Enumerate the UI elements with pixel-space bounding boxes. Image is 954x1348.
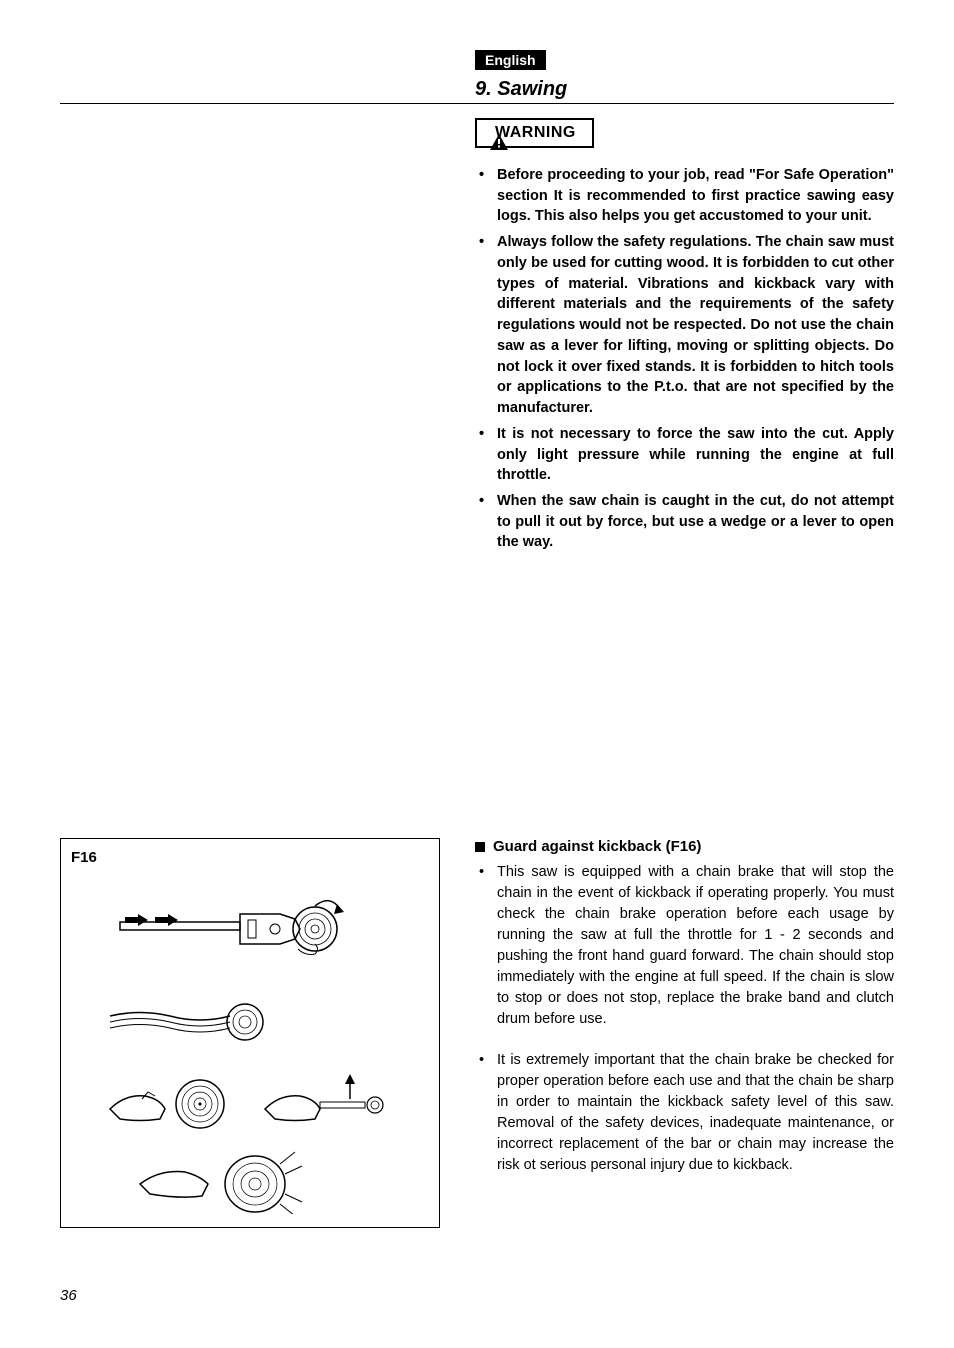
figure-box: F16 — [60, 838, 440, 1228]
warning-bullet: When the saw chain is caught in the cut,… — [475, 491, 894, 553]
body-content: This saw is equipped with a chain brake … — [475, 862, 894, 1196]
square-bullet-icon — [475, 842, 485, 852]
kickback-diagram-icon — [90, 874, 410, 1214]
body-bullet: This saw is equipped with a chain brake … — [475, 862, 894, 1030]
subsection-title: Guard against kickback (F16) — [493, 838, 701, 855]
subsection-heading: Guard against kickback (F16) — [475, 838, 701, 855]
warning-bullet: Before proceeding to your job, read "For… — [475, 165, 894, 227]
figure-label: F16 — [71, 849, 429, 866]
section-name: Sawing — [497, 78, 567, 100]
warning-bullet: Always follow the safety regulations. Th… — [475, 232, 894, 419]
body-bullets-list: This saw is equipped with a chain brake … — [475, 862, 894, 1176]
warning-box: WARNING — [475, 118, 594, 148]
warning-bullets-list: Before proceeding to your job, read "For… — [475, 165, 894, 553]
body-bullet: It is extremely important that the chain… — [475, 1050, 894, 1176]
warning-content: Before proceeding to your job, read "For… — [475, 165, 894, 558]
section-number: 9. — [475, 78, 492, 100]
horizontal-rule — [60, 103, 894, 104]
warning-bullet: It is not necessary to force the saw int… — [475, 424, 894, 486]
page-number: 36 — [60, 1287, 77, 1304]
language-tag: English — [475, 50, 546, 70]
section-title: 9. Sawing — [475, 78, 567, 101]
